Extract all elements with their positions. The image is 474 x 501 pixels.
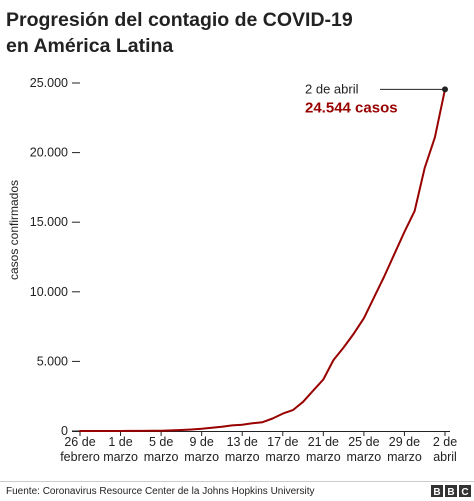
x-tick-label: 2 de (433, 435, 457, 449)
bbc-logo-block (459, 485, 471, 497)
y-axis-ticks: 0 5.000 10.000 15.000 20.000 25.000 (30, 76, 80, 438)
x-tick-label: febrero (60, 450, 100, 464)
y-tick-label: 5.000 (37, 354, 68, 368)
x-tick-label: 25 de (348, 435, 379, 449)
x-tick-label: marzo (387, 450, 422, 464)
bbc-logo-block (445, 485, 457, 497)
bbc-logo-block (431, 485, 443, 497)
x-tick-label: abril (433, 450, 457, 464)
x-tick-label: marzo (184, 450, 219, 464)
x-tick-label: marzo (265, 450, 300, 464)
x-tick-label: marzo (347, 450, 382, 464)
y-tick-label: 0 (61, 424, 68, 438)
bbc-logo-letter: C (461, 487, 468, 498)
x-tick-label: 9 de (189, 435, 213, 449)
x-tick-label: 13 de (227, 435, 258, 449)
x-tick-label: 5 de (149, 435, 173, 449)
series-line (79, 88, 446, 432)
x-tick-label: marzo (306, 450, 341, 464)
x-tick-label: 26 de (64, 435, 95, 449)
annotation-point (442, 86, 448, 93)
y-tick-label: 25.000 (30, 76, 68, 90)
chart-title-line-2: en América Latina (6, 35, 173, 57)
x-tick-label: marzo (144, 450, 179, 464)
x-tick-label: marzo (103, 450, 138, 464)
bbc-logo-letter: B (447, 487, 454, 498)
x-tick-label: 1 de (108, 435, 132, 449)
y-axis-label: casos confirmados (7, 180, 21, 280)
x-tick-label: 17 de (267, 435, 298, 449)
annotation-date: 2 de abril (305, 81, 359, 96)
footer-source: Fuente: Coronavirus Resource Center de l… (6, 486, 314, 497)
chart-title-line-1: Progresión del contagio de COVID-19 (6, 9, 353, 31)
y-tick-label: 15.000 (30, 215, 68, 229)
x-tick-label: marzo (225, 450, 260, 464)
x-tick-label: 21 de (308, 435, 339, 449)
annotation-value: 24.544 casos (305, 99, 398, 116)
x-tick-label: 29 de (389, 435, 420, 449)
y-tick-label: 10.000 (30, 285, 68, 299)
y-tick-label: 20.000 (30, 146, 68, 160)
bbc-logo-letter: B (433, 487, 440, 498)
